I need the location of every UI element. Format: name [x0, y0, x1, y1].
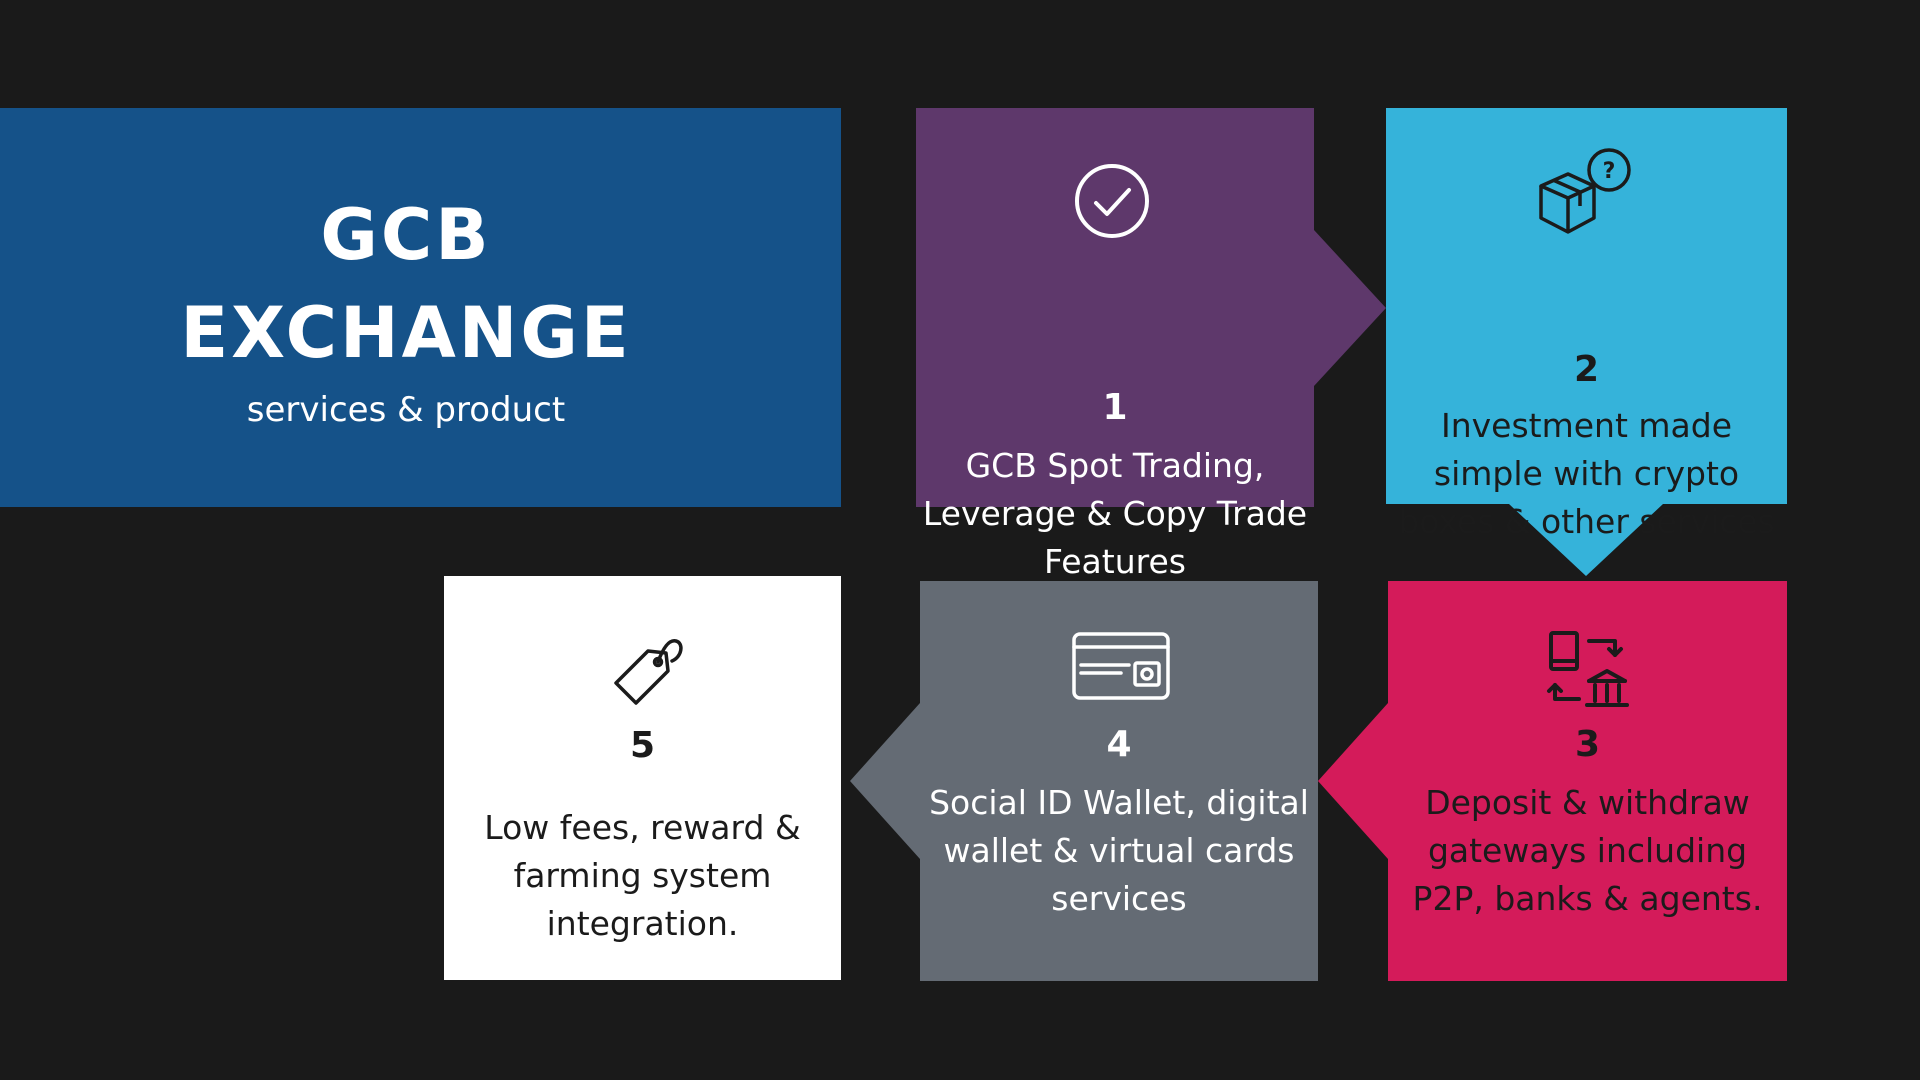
- step-2-panel: ? 2 Investment made simple with crypto b…: [1386, 108, 1787, 576]
- phone-bank-exchange-icon: [1547, 631, 1629, 707]
- step-5-panel: 5 Low fees, reward & farming system inte…: [444, 576, 841, 980]
- title-line-1: GCB: [320, 194, 492, 276]
- step-2-shape: [1386, 108, 1787, 576]
- step-4-shape: [850, 581, 1318, 981]
- svg-text:?: ?: [1603, 159, 1616, 184]
- title-panel: GCB EXCHANGE services & product: [0, 108, 841, 507]
- price-tag-icon: [614, 639, 683, 705]
- step-3-panel: 3 Deposit & withdraw gateways including …: [1318, 581, 1787, 981]
- step-1-panel: 1 GCB Spot Trading, Leverage & Copy Trad…: [916, 108, 1386, 581]
- step-3-text: Deposit & withdraw gateways including P2…: [1412, 783, 1763, 918]
- step-4-text: Social ID Wallet, digital wallet & virtu…: [929, 783, 1309, 918]
- step-4-number: 4: [1106, 724, 1132, 765]
- step-1-text: GCB Spot Trading, Leverage & Copy Trade …: [922, 446, 1308, 581]
- credit-card-icon: [1072, 632, 1170, 700]
- box-question-icon: ?: [1539, 148, 1631, 234]
- step-5-text: Low fees, reward & farming system integr…: [484, 808, 801, 943]
- step-2-text: Investment made simple with crypto boxes…: [1398, 406, 1775, 541]
- step-1-number: 1: [1102, 387, 1128, 428]
- step-5-number: 5: [629, 725, 656, 766]
- check-circle-icon: [1075, 164, 1149, 238]
- step-2-number: 2: [1573, 349, 1600, 390]
- step-3-shape: [1318, 581, 1787, 981]
- subtitle: services & product: [246, 390, 566, 430]
- step-4-panel: 4 Social ID Wallet, digital wallet & vir…: [850, 581, 1318, 981]
- title-line-2: EXCHANGE: [180, 292, 632, 374]
- step-3-number: 3: [1574, 724, 1601, 765]
- step-1-shape: [916, 108, 1386, 507]
